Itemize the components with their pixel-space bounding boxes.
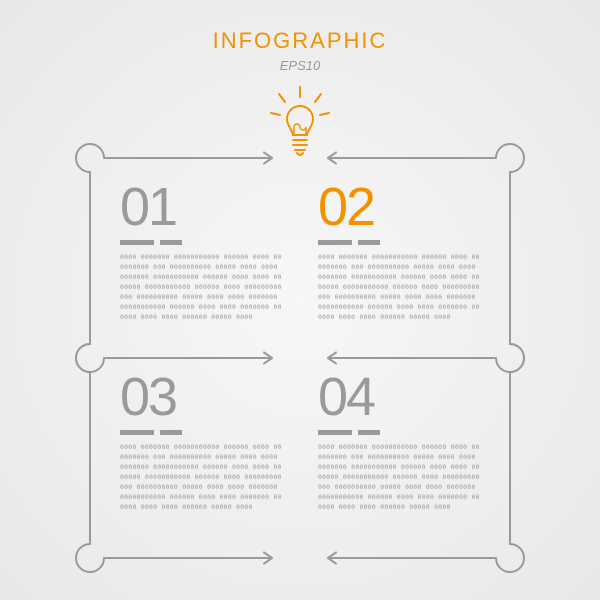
divider-bars — [318, 430, 483, 435]
quadrant-number: 01 — [120, 180, 285, 234]
quadrant-number: 02 — [318, 180, 483, 234]
placeholder-text: 0000 0000000 00000000000 000000 0000 000… — [120, 443, 285, 512]
lightbulb-icon — [265, 85, 335, 163]
divider-bars — [318, 240, 483, 245]
quadrant-04: 04 0000 0000000 00000000000 000000 0000 … — [318, 370, 483, 512]
quadrant-number: 03 — [120, 370, 285, 424]
quadrant-03: 03 0000 0000000 00000000000 000000 0000 … — [120, 370, 285, 512]
quadrant-number: 04 — [318, 370, 483, 424]
quadrant-01: 01 0000 0000000 00000000000 000000 0000 … — [120, 180, 285, 322]
page-title: INFOGRAPHIC — [0, 28, 600, 54]
subtitle: EPS10 — [0, 58, 600, 73]
placeholder-text: 0000 0000000 00000000000 000000 0000 000… — [120, 253, 285, 322]
divider-bars — [120, 430, 285, 435]
divider-bars — [120, 240, 285, 245]
quadrant-02: 02 0000 0000000 00000000000 000000 0000 … — [318, 180, 483, 322]
placeholder-text: 0000 0000000 00000000000 000000 0000 000… — [318, 253, 483, 322]
placeholder-text: 0000 0000000 00000000000 000000 0000 000… — [318, 443, 483, 512]
